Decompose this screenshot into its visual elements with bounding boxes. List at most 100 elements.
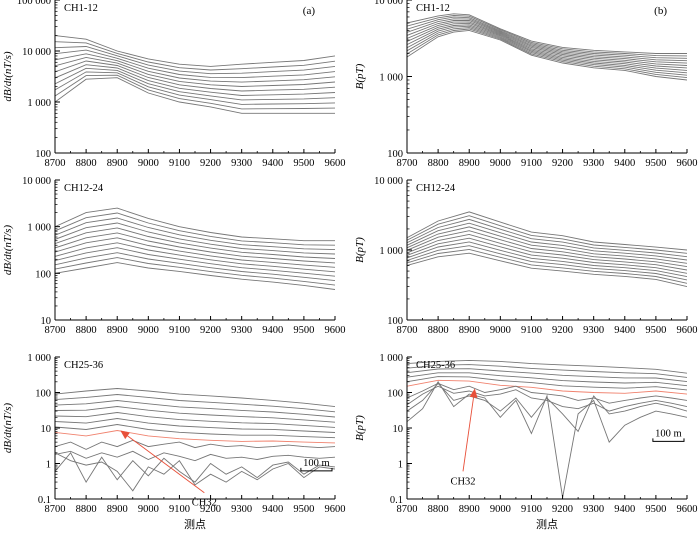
x-tick-label: 9200 <box>200 158 221 169</box>
y-tick-label: 10 000 <box>374 0 403 7</box>
series-line <box>55 77 335 114</box>
y-tick-label: 100 <box>387 389 403 400</box>
series-line <box>55 64 335 96</box>
series-line <box>55 412 335 428</box>
series-line <box>55 60 335 92</box>
series-line <box>55 237 335 268</box>
x-tick-label: 9000 <box>490 504 511 515</box>
series-line <box>407 28 687 79</box>
x-tick-label: 8700 <box>45 158 66 169</box>
series-line <box>407 245 687 281</box>
y-tick-label: 1 000 <box>379 246 403 257</box>
x-tick-label: 9500 <box>293 325 314 336</box>
series-line <box>55 53 335 83</box>
x-tick-label: 9000 <box>490 158 511 169</box>
annotation-label: CH32 <box>450 476 475 487</box>
plot-area <box>407 359 687 498</box>
series-line <box>55 227 335 259</box>
x-tick-label: 9600 <box>325 325 346 336</box>
series-line <box>407 211 687 251</box>
x-tick-label: 9400 <box>262 158 283 169</box>
x-tick-label: 9300 <box>583 158 604 169</box>
series-line <box>407 13 687 54</box>
x-tick-label: 9500 <box>293 504 314 515</box>
series-line <box>407 25 687 74</box>
series-line <box>55 451 335 484</box>
x-tick-label: 9100 <box>521 158 542 169</box>
x-tick-label: 8800 <box>428 325 449 336</box>
chart-panel-a2: 8700 8800 8900 9000 9100 9200 9300 9400 9500 9600… <box>2 176 346 336</box>
x-tick-label: 8900 <box>459 504 480 515</box>
x-tick-label: 9500 <box>645 158 666 169</box>
series-line <box>55 452 335 492</box>
y-tick-label: 100 <box>387 316 403 327</box>
series-line <box>55 400 335 418</box>
x-tick-label: 9300 <box>231 504 252 515</box>
panel-label: (b) <box>654 5 667 17</box>
series-line <box>55 247 335 277</box>
y-tick-label: 10 <box>41 316 52 327</box>
scale-bar <box>300 467 333 472</box>
y-tick-label: 10 000 <box>374 176 403 187</box>
y-tick-label: 1 000 <box>27 223 51 234</box>
series-line <box>407 380 687 498</box>
series-line <box>55 450 335 462</box>
x-tick-label: 9600 <box>677 325 698 336</box>
panel-label: (a) <box>303 5 316 17</box>
x-tick-label: 9600 <box>325 158 346 169</box>
x-tick-label: 9400 <box>614 158 635 169</box>
x-tick-label: 9000 <box>138 325 159 336</box>
x-tick-label: 9100 <box>169 158 190 169</box>
x-tick-label: 9100 <box>521 325 542 336</box>
scale-bar <box>652 438 685 442</box>
panel-title: CH25-36 <box>416 360 455 371</box>
series-line <box>407 368 687 383</box>
y-axis-label: B(pT) <box>354 237 366 263</box>
x-tick-label: 8800 <box>76 158 97 169</box>
series-line <box>55 74 335 110</box>
x-tick-label: 9200 <box>552 325 573 336</box>
y-tick-label: 100 <box>35 149 51 160</box>
series-line <box>407 226 687 264</box>
series-line <box>55 418 335 433</box>
series-line <box>55 212 335 246</box>
x-tick-label: 9200 <box>552 158 573 169</box>
x-tick-label: 9100 <box>169 504 190 515</box>
chart-panel-b3: 8700 8800 8900 9000 9100 9200 9300 9400 9500 9600… <box>354 353 698 531</box>
series-line <box>55 207 335 242</box>
series-line <box>407 252 687 288</box>
x-tick-label: 9200 <box>200 504 221 515</box>
series-line <box>55 262 335 290</box>
y-axis-label: dB/dt(nT/s) <box>2 225 14 275</box>
plot-area <box>55 35 335 114</box>
x-tick-label: 8700 <box>397 325 418 336</box>
series-line <box>407 222 687 261</box>
series-line <box>407 21 687 66</box>
series-line <box>407 237 687 274</box>
x-tick-label: 9500 <box>645 325 666 336</box>
series-line <box>407 218 687 258</box>
series-line <box>407 15 687 57</box>
x-tick-label: 9600 <box>325 504 346 515</box>
series-line <box>407 233 687 271</box>
panel-title: CH1-12 <box>64 3 98 14</box>
series-line <box>407 24 687 71</box>
x-tick-label: 9600 <box>677 504 698 515</box>
series-line <box>407 385 687 412</box>
y-axis-label: B(pT) <box>354 415 366 441</box>
y-tick-label: 1 000 <box>27 353 51 364</box>
series-line <box>407 29 687 81</box>
y-tick-label: 100 000 <box>17 0 51 7</box>
series-line <box>55 406 335 423</box>
series-line <box>55 56 335 87</box>
series-line <box>55 439 335 450</box>
series-line <box>407 364 687 378</box>
series-line <box>407 382 687 404</box>
x-tick-label: 9300 <box>231 325 252 336</box>
panel-title: CH1-12 <box>416 3 450 14</box>
series-line <box>407 241 687 278</box>
series-line <box>55 257 335 286</box>
series-line <box>407 248 687 284</box>
x-tick-label: 9100 <box>521 504 542 515</box>
